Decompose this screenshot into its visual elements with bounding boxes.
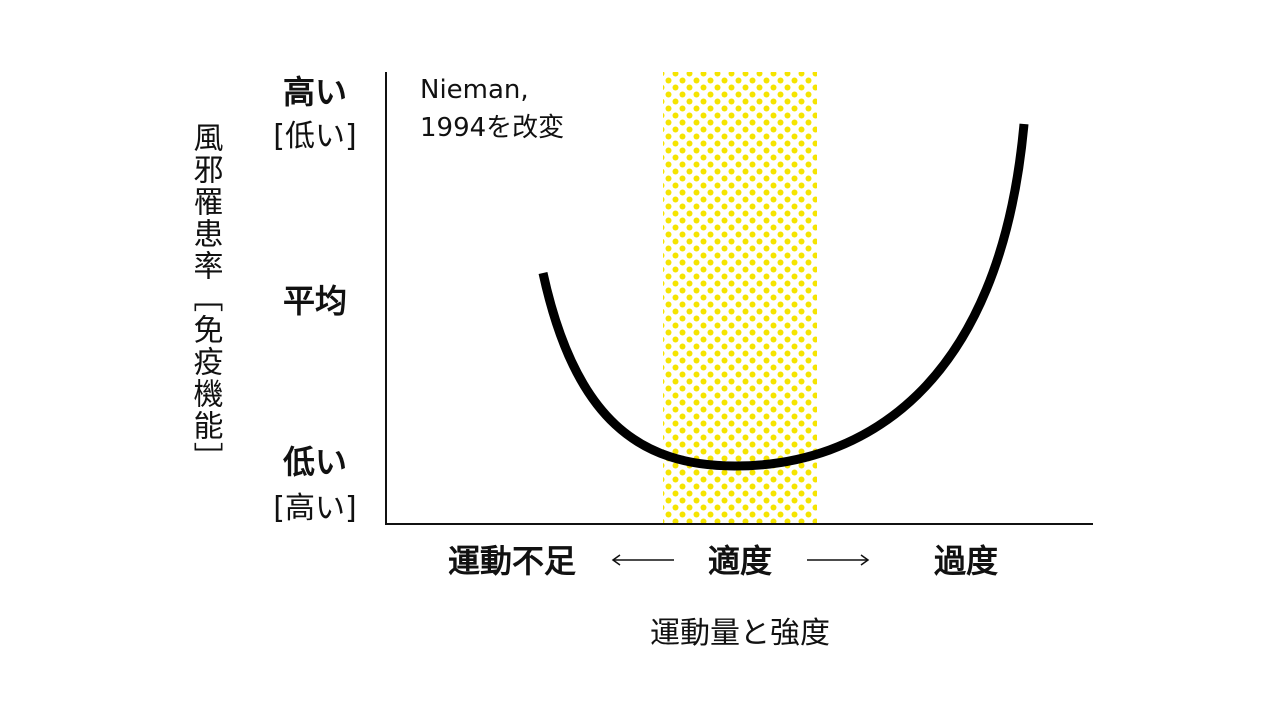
y-label: 平均 xyxy=(283,282,347,320)
x-axis-title: 運動量と強度 xyxy=(650,616,830,651)
y-sublabel: [低い] xyxy=(273,119,356,154)
y-label: 高い xyxy=(283,73,347,111)
j-curve xyxy=(538,123,1029,471)
x-label: 運動不足 xyxy=(448,542,576,580)
annotation: 1994を改変 xyxy=(420,113,564,143)
left-arrow xyxy=(611,554,674,566)
y-label: 低い xyxy=(283,443,347,481)
x-label: 適度 xyxy=(708,542,772,580)
x-label: 過度 xyxy=(934,542,998,580)
annotation: Nieman, xyxy=(420,75,529,105)
moderate-band xyxy=(663,72,817,524)
y-axis-title: 風邪罹患率［免疫機能］ xyxy=(188,122,224,474)
right-arrow xyxy=(807,554,870,566)
y-sublabel: [高い] xyxy=(273,491,356,526)
